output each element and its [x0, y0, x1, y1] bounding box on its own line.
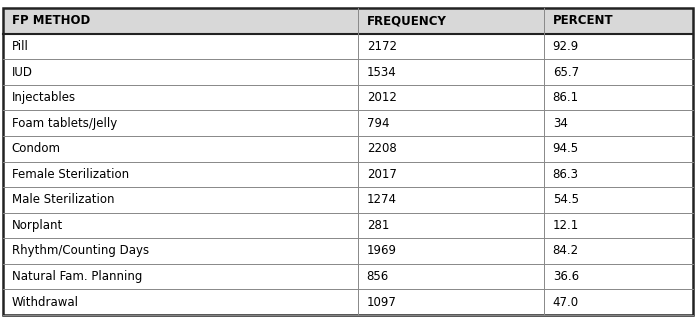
Text: 47.0: 47.0	[553, 296, 579, 309]
Text: 1969: 1969	[367, 245, 397, 257]
Text: Natural Fam. Planning: Natural Fam. Planning	[12, 270, 142, 283]
Bar	[3, 85, 693, 110]
Text: 54.5: 54.5	[553, 193, 579, 206]
Text: Injectables: Injectables	[12, 91, 76, 104]
Text: Male Sterilization: Male Sterilization	[12, 193, 114, 206]
Text: 34: 34	[553, 117, 568, 130]
Text: 65.7: 65.7	[553, 66, 579, 78]
Bar	[3, 59, 693, 85]
Text: Foam tablets/Jelly: Foam tablets/Jelly	[12, 117, 117, 130]
Text: 86.3: 86.3	[553, 168, 579, 181]
Text: 856: 856	[367, 270, 389, 283]
Text: Rhythm/Counting Days: Rhythm/Counting Days	[12, 245, 149, 257]
Bar	[3, 110, 693, 136]
Text: 86.1: 86.1	[553, 91, 579, 104]
Bar	[3, 238, 693, 264]
Text: 2208: 2208	[367, 142, 397, 155]
Bar	[3, 162, 693, 187]
Bar	[3, 187, 693, 213]
Bar	[3, 264, 693, 289]
Text: FREQUENCY: FREQUENCY	[367, 14, 447, 27]
Text: Condom: Condom	[12, 142, 61, 155]
Text: 94.5: 94.5	[553, 142, 579, 155]
Text: 281: 281	[367, 219, 389, 232]
Text: 2017: 2017	[367, 168, 397, 181]
Text: Withdrawal: Withdrawal	[12, 296, 79, 309]
Text: 36.6: 36.6	[553, 270, 579, 283]
Bar	[3, 289, 693, 315]
Text: 1534: 1534	[367, 66, 397, 78]
Text: PERCENT: PERCENT	[553, 14, 613, 27]
Text: Norplant: Norplant	[12, 219, 63, 232]
Text: 1274: 1274	[367, 193, 397, 206]
Bar	[3, 8, 693, 34]
Text: 794: 794	[367, 117, 389, 130]
Text: 2172: 2172	[367, 40, 397, 53]
Bar	[3, 136, 693, 162]
Text: Pill: Pill	[12, 40, 29, 53]
Bar	[3, 213, 693, 238]
Text: 1097: 1097	[367, 296, 397, 309]
Text: 84.2: 84.2	[553, 245, 579, 257]
Text: FP METHOD: FP METHOD	[12, 14, 90, 27]
Text: 2012: 2012	[367, 91, 397, 104]
Text: IUD: IUD	[12, 66, 33, 78]
Text: 12.1: 12.1	[553, 219, 579, 232]
Text: Female Sterilization: Female Sterilization	[12, 168, 129, 181]
Text: 92.9: 92.9	[553, 40, 579, 53]
Bar	[3, 34, 693, 59]
